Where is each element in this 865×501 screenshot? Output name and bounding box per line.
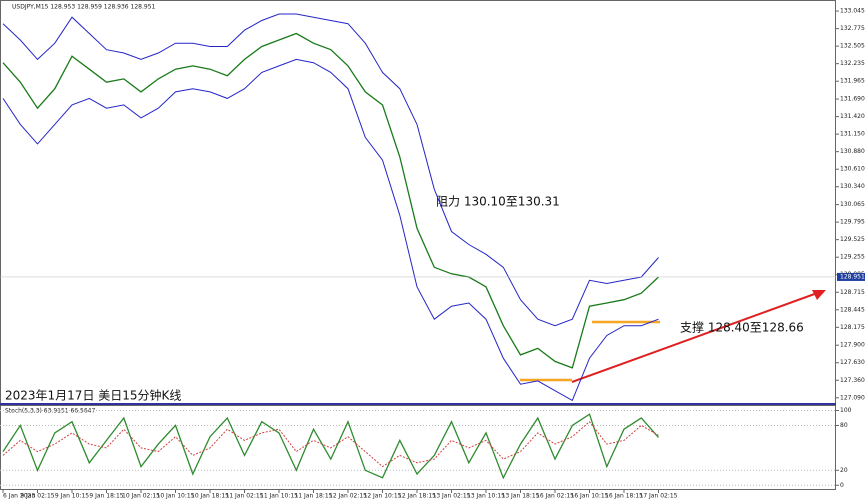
x-tick-label: 10 Jan 18:15 [191,493,229,500]
y-tick-label: 132.775 [840,25,865,32]
x-tick-label: 12 Jan 10:15 [364,493,402,500]
x-tick-label: 9 Jan 18:15 [89,493,123,500]
series-line [2,32,659,369]
x-tick-label: 6 Jan 2023 [3,493,35,500]
stoch-panel [0,405,836,490]
series-line [2,13,659,327]
x-tick-label: 16 Jan 18:15 [605,493,643,500]
y-tick-label: 0 [840,482,844,489]
y-tick-label: 133.045 [840,8,865,15]
y-tick-label: 127.900 [840,342,865,349]
annotation: 2023年1月17日 美日15分钟K线 [5,388,181,403]
y-tick-label: 130.880 [840,148,865,155]
y-tick-label: 100 [840,407,852,414]
y-tick-label: 130.340 [840,183,865,190]
y-tick-label: 132.235 [840,60,865,67]
x-tick-label: 11 Jan 10:15 [260,493,298,500]
series-line [2,58,659,402]
current-price-label: 128.951 [840,273,865,280]
x-tick-label: 10 Jan 02:15 [122,493,160,500]
y-tick-label: 131.965 [840,78,865,85]
y-tick-label: 129.255 [840,254,865,261]
trend-arrow [571,291,821,383]
series-line [2,420,659,468]
arrow-head [812,290,826,300]
current-price-box [837,272,865,281]
annotation: 支撑 128.40至128.66 [680,320,804,335]
y-tick-label: 132.505 [840,43,865,50]
x-tick-label: 16 Jan 02:15 [536,493,574,500]
series-line [2,413,659,480]
x-tick-label: 12 Jan 02:15 [329,493,367,500]
x-tick-label: 13 Jan 10:15 [467,493,505,500]
stoch-title: Stoch(5,3,3) 63.9151 66.5647 [5,408,96,415]
y-tick-label: 20 [840,467,848,474]
y-tick-label: 128.175 [840,324,865,331]
y-tick-label: 131.150 [840,131,865,138]
y-tick-label: 127.360 [840,377,865,384]
y-tick-label: 80 [840,422,848,429]
x-tick-label: 13 Jan 18:15 [502,493,540,500]
y-tick-label: 131.420 [840,113,865,120]
x-tick-label: 9 Jan 02:15 [20,493,54,500]
chart-title: USDJPY,M15 128.953 128.959 128.936 128.9… [12,4,156,11]
x-tick-label: 9 Jan 10:15 [55,493,89,500]
x-tick-label: 12 Jan 18:15 [398,493,436,500]
x-tick-label: 11 Jan 02:15 [226,493,264,500]
y-tick-label: 129.525 [840,236,865,243]
x-tick-label: 16 Jan 10:15 [571,493,609,500]
y-tick-label: 128.715 [840,289,865,296]
y-tick-label: 129.795 [840,219,865,226]
y-tick-label: 127.090 [840,394,865,401]
y-tick-label: 130.610 [840,166,865,173]
x-tick-label: 11 Jan 18:15 [295,493,333,500]
y-tick-label: 130.065 [840,201,865,208]
annotation: 阻力 130.10至130.31 [436,195,560,209]
y-tick-label: 128.445 [840,306,865,313]
x-tick-label: 10 Jan 10:15 [157,493,195,500]
y-tick-label: 131.690 [840,96,865,103]
x-tick-label: 17 Jan 02:15 [640,493,678,500]
y-tick-label: 127.630 [840,359,865,366]
x-tick-label: 13 Jan 02:15 [433,493,471,500]
